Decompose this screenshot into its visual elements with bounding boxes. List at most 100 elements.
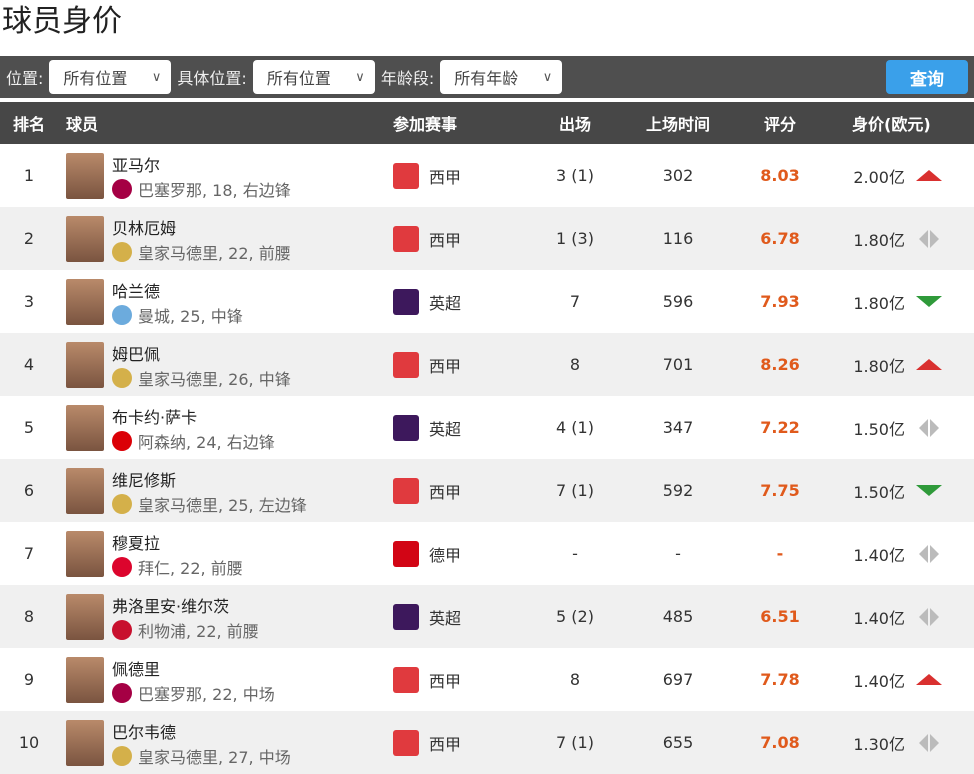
appearances: 8 [569, 670, 581, 689]
trend [915, 711, 943, 774]
appearances: 4 (1) [556, 418, 594, 437]
rank: 5 [23, 418, 35, 437]
player-details: 皇家马德里, 26, 中锋 [138, 370, 291, 389]
table-row[interactable]: 1 亚马尔 巴塞罗那, 18, 右边锋 西甲 3 (1) 302 8.03 2.… [0, 144, 974, 207]
rating: 6.51 [760, 607, 800, 626]
table-row[interactable]: 8 弗洛里安·维尔茨 利物浦, 22, 前腰 英超 5 (2) 485 6.51… [0, 585, 974, 648]
player-info: 曼城, 25, 中锋 [112, 303, 243, 327]
minutes: 592 [662, 481, 694, 500]
league-name: 西甲 [429, 230, 462, 250]
age-select[interactable]: 所有年龄 ∨ [440, 60, 563, 94]
market-value: 1.40亿 [853, 671, 905, 691]
league-name: 西甲 [429, 671, 462, 691]
player-name[interactable]: 哈兰德 [112, 282, 161, 301]
detail-position-value: 所有位置 [266, 69, 331, 88]
position-value: 所有位置 [63, 69, 128, 88]
league: 英超 [393, 585, 461, 648]
minutes: 302 [662, 166, 694, 185]
player-name[interactable]: 巴尔韦德 [112, 723, 177, 742]
player-info: 皇家马德里, 25, 左边锋 [112, 492, 307, 516]
player-name[interactable]: 维尼修斯 [112, 471, 177, 490]
rank: 10 [18, 733, 40, 752]
player-info: 巴塞罗那, 18, 右边锋 [112, 177, 291, 201]
col-apps[interactable]: 出场 [558, 115, 591, 134]
trend-up-icon [916, 170, 942, 181]
player-info: 皇家马德里, 22, 前腰 [112, 240, 291, 264]
appearances: 3 (1) [556, 166, 594, 185]
player-name[interactable]: 布卡约·萨卡 [112, 408, 198, 427]
rating: 8.26 [760, 355, 800, 374]
rating: 7.93 [760, 292, 800, 311]
market-value: 1.50亿 [853, 419, 905, 439]
detail-position-label: 具体位置: [177, 69, 247, 88]
rating: 6.78 [760, 229, 800, 248]
club-badge-icon [112, 557, 132, 577]
query-button[interactable]: 查询 [886, 60, 968, 94]
table-row[interactable]: 3 哈兰德 曼城, 25, 中锋 英超 7 596 7.93 1.80亿 [0, 270, 974, 333]
league-name: 英超 [429, 608, 462, 628]
player-name[interactable]: 佩德里 [112, 660, 161, 679]
table-row[interactable]: 7 穆夏拉 拜仁, 22, 前腰 德甲 - - - 1.40亿 [0, 522, 974, 585]
col-rating[interactable]: 评分 [763, 115, 796, 134]
player-name[interactable]: 姆巴佩 [112, 345, 161, 364]
league: 英超 [393, 396, 461, 459]
club-badge-icon [112, 242, 132, 262]
rank: 8 [23, 607, 35, 626]
col-minutes[interactable]: 上场时间 [645, 115, 710, 134]
table-row[interactable]: 2 贝林厄姆 皇家马德里, 22, 前腰 西甲 1 (3) 116 6.78 1… [0, 207, 974, 270]
table-row[interactable]: 9 佩德里 巴塞罗那, 22, 中场 西甲 8 697 7.78 1.40亿 [0, 648, 974, 711]
player-info: 阿森纳, 24, 右边锋 [112, 429, 275, 453]
col-value[interactable]: 身价(欧元) [852, 115, 931, 134]
player-info: 皇家马德里, 26, 中锋 [112, 366, 291, 390]
rating: 7.75 [760, 481, 800, 500]
player-photo [66, 405, 104, 451]
position-select[interactable]: 所有位置 ∨ [49, 60, 172, 94]
league: 英超 [393, 270, 461, 333]
minutes: 596 [662, 292, 694, 311]
col-league[interactable]: 参加赛事 [393, 115, 458, 134]
trend-same-icon [919, 418, 939, 437]
trend [915, 270, 943, 333]
col-player[interactable]: 球员 [66, 115, 99, 134]
trend-same-icon [919, 229, 939, 248]
table-row[interactable]: 4 姆巴佩 皇家马德里, 26, 中锋 西甲 8 701 8.26 1.80亿 [0, 333, 974, 396]
chevron-down-icon: ∨ [355, 69, 365, 85]
player-name[interactable]: 贝林厄姆 [112, 219, 177, 238]
trend [915, 144, 943, 207]
minutes: 347 [662, 418, 694, 437]
chevron-down-icon: ∨ [542, 69, 553, 85]
player-name[interactable]: 穆夏拉 [112, 534, 161, 553]
table-row[interactable]: 5 布卡约·萨卡 阿森纳, 24, 右边锋 英超 4 (1) 347 7.22 … [0, 396, 974, 459]
page-title: 球员身价 [2, 4, 122, 39]
player-name[interactable]: 弗洛里安·维尔茨 [112, 597, 230, 616]
rating: 7.78 [760, 670, 800, 689]
laliga-icon [393, 729, 419, 756]
rank: 9 [23, 670, 35, 689]
player-details: 巴塞罗那, 18, 右边锋 [138, 181, 291, 200]
trend [915, 396, 943, 459]
trend [915, 459, 943, 522]
market-value: 1.40亿 [853, 545, 905, 565]
rank: 2 [23, 229, 35, 248]
minutes: 701 [662, 355, 694, 374]
premier-league-icon [393, 414, 419, 441]
table-row[interactable]: 6 维尼修斯 皇家马德里, 25, 左边锋 西甲 7 (1) 592 7.75 … [0, 459, 974, 522]
detail-position-select[interactable]: 所有位置 ∨ [252, 60, 375, 94]
market-value: 1.40亿 [853, 608, 905, 628]
trend [915, 522, 943, 585]
trend-same-icon [919, 733, 939, 752]
trend-down-icon [916, 485, 942, 496]
laliga-icon [393, 225, 419, 252]
col-rank[interactable]: 排名 [12, 115, 45, 134]
laliga-icon [393, 666, 419, 693]
bundesliga-icon [393, 540, 419, 567]
player-name[interactable]: 亚马尔 [112, 156, 161, 175]
player-details: 拜仁, 22, 前腰 [138, 559, 243, 578]
market-value: 2.00亿 [853, 167, 905, 187]
player-table: 1 亚马尔 巴塞罗那, 18, 右边锋 西甲 3 (1) 302 8.03 2.… [0, 144, 974, 774]
league: 西甲 [393, 207, 461, 270]
table-row[interactable]: 10 巴尔韦德 皇家马德里, 27, 中场 西甲 7 (1) 655 7.08 … [0, 711, 974, 774]
market-value: 1.80亿 [853, 356, 905, 376]
trend-same-icon [919, 607, 939, 626]
table-header: 排名 球员 参加赛事 出场 上场时间 评分 身价(欧元) [0, 102, 974, 144]
